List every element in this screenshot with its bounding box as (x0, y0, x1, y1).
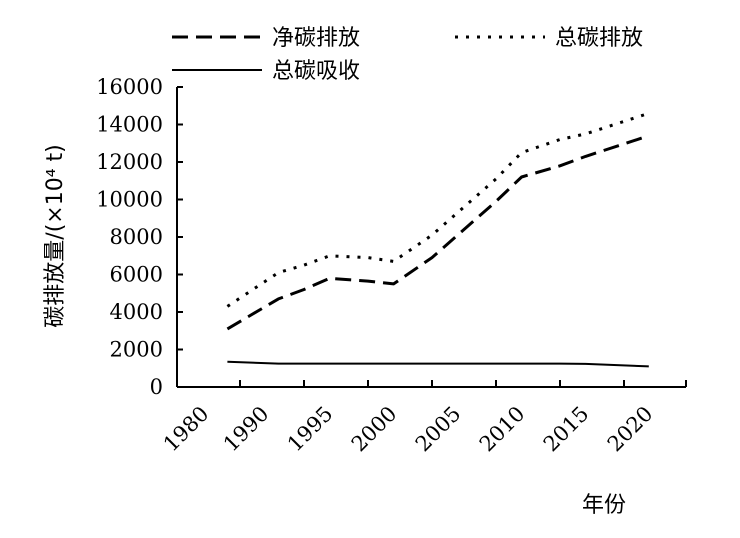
y-axis-ticks: 0 2000 4000 6000 8000 10000 12000 14000 16000 (96, 75, 183, 399)
x-tick-label: 1980 (159, 402, 214, 457)
legend-label-total-emission: 总碳排放 (555, 26, 643, 51)
x-tick-label: 2010 (475, 402, 530, 457)
y-axis-title: 碳排放量/(×10⁴ t) (43, 144, 68, 327)
x-tick-label: 2005 (411, 402, 466, 457)
y-tick-label: 8000 (110, 225, 163, 249)
y-tick-label: 16000 (96, 75, 163, 99)
x-axis-ticks: 1980 1990 1995 2000 2005 2010 2015 2020 (159, 380, 687, 457)
x-axis-title: 年份 (582, 493, 626, 518)
series-line-0 (226, 134, 650, 331)
y-tick-label: 14000 (96, 113, 163, 137)
axes (176, 87, 686, 388)
series-layer (226, 111, 650, 368)
series-line-2 (227, 360, 649, 368)
y-tick-label: 2000 (110, 338, 163, 362)
legend-label-total-absorption: 总碳吸收 (272, 59, 360, 84)
series-line-1 (226, 111, 650, 308)
x-tick-label: 2000 (347, 402, 402, 457)
y-tick-label: 4000 (110, 300, 163, 324)
y-tick-label: 10000 (96, 188, 163, 212)
x-tick-label: 1995 (283, 402, 338, 457)
y-tick-label: 0 (150, 375, 163, 399)
legend: 净碳排放 总碳排放 总碳吸收 (172, 26, 643, 84)
y-tick-label: 6000 (110, 263, 163, 287)
legend-label-net-emission: 净碳排放 (272, 26, 360, 51)
x-tick-label: 2015 (539, 402, 594, 457)
y-tick-label: 12000 (96, 150, 163, 174)
x-tick-label: 2020 (603, 402, 658, 457)
x-tick-label: 1990 (219, 402, 274, 457)
